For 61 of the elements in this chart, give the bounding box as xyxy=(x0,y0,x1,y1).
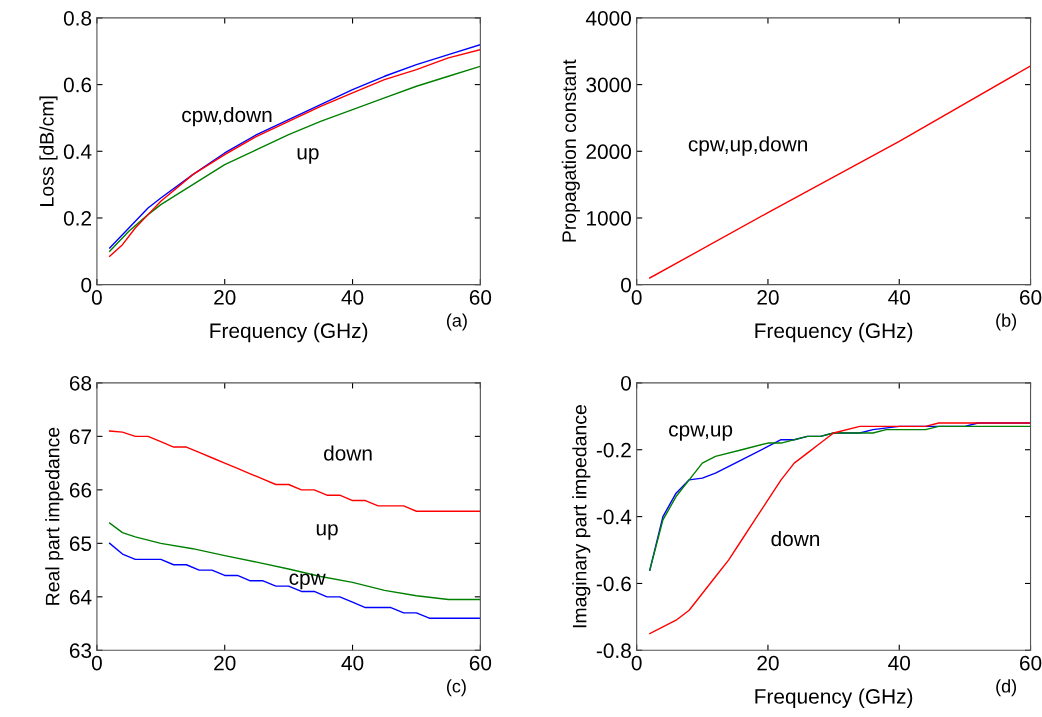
y-tick-label: 0 xyxy=(621,375,631,391)
x-tick-label: 20 xyxy=(757,655,779,671)
y-axis-title: Loss [dB/cm] xyxy=(39,96,58,206)
y-tick-label: 2000 xyxy=(586,144,631,160)
x-tick-label: 20 xyxy=(214,290,236,305)
y-axis-title: Imaginary part impedance xyxy=(572,405,591,628)
x-tick-label: 60 xyxy=(1020,655,1042,671)
x-tick-label: 0 xyxy=(631,290,642,305)
x-tick-label: 60 xyxy=(469,655,492,671)
y-tick-label: 0.6 xyxy=(63,77,92,93)
y-tick-label: 63 xyxy=(69,643,92,659)
x-tick-label: 0 xyxy=(91,290,102,305)
line-series xyxy=(649,422,1031,635)
line-series xyxy=(108,542,481,619)
x-tick-label: 60 xyxy=(469,290,492,305)
y-tick-label: 68 xyxy=(69,375,92,391)
y-axis-title: Propagation constant xyxy=(561,59,580,242)
y-axis-title: Real part impedance xyxy=(45,427,64,605)
annotation: cpw xyxy=(289,573,326,590)
annotation: up xyxy=(316,524,338,540)
y-tick-label: -0.8 xyxy=(596,643,631,659)
annotation: cpw,down xyxy=(182,106,272,127)
annotation: up xyxy=(297,148,319,164)
y-tick-label: 1000 xyxy=(587,210,631,226)
x-tick-label: 20 xyxy=(214,655,236,671)
annotation: down xyxy=(771,530,820,547)
y-tick-label: 3000 xyxy=(586,77,631,93)
y-tick-label: 67 xyxy=(69,429,91,445)
text: (a) xyxy=(446,313,467,331)
text: (d) xyxy=(996,679,1017,697)
y-tick-label: 64 xyxy=(69,589,92,605)
x-axis-title: Frequency (GHz) xyxy=(210,322,368,343)
annotation: cpw,up xyxy=(669,425,733,441)
line-series xyxy=(649,65,1031,279)
y-tick-label: 0 xyxy=(621,277,631,293)
x-tick-label: 40 xyxy=(888,290,911,305)
x-tick-label: 40 xyxy=(888,655,911,671)
x-tick-label: 20 xyxy=(757,290,779,305)
x-tick-label: 0 xyxy=(91,655,102,671)
line-series xyxy=(108,522,481,601)
line-series xyxy=(108,430,481,512)
y-tick-label: 65 xyxy=(69,536,92,552)
y-tick-label: 4000 xyxy=(585,10,631,26)
x-axis-title: Frequency (GHz) xyxy=(755,688,913,708)
annotation: cpw,up,down xyxy=(688,136,807,156)
y-tick-label: 0.8 xyxy=(63,10,92,26)
x-tick-label: 60 xyxy=(1020,290,1042,305)
text: (c) xyxy=(446,679,466,697)
y-tick-label: 0 xyxy=(81,277,92,293)
x-axis-title: Frequency (GHz) xyxy=(755,322,913,343)
y-tick-label: 0.2 xyxy=(63,210,91,226)
y-tick-label: -0.6 xyxy=(596,576,631,592)
x-tick-label: 40 xyxy=(341,655,364,671)
x-tick-label: 0 xyxy=(631,655,642,671)
y-tick-label: -0.4 xyxy=(596,509,632,525)
annotation: down xyxy=(324,445,372,461)
x-tick-label: 40 xyxy=(341,290,364,305)
y-tick-label: -0.2 xyxy=(596,442,631,458)
y-tick-label: 0.4 xyxy=(63,144,92,160)
text: (b) xyxy=(996,313,1017,331)
y-tick-label: 66 xyxy=(69,482,92,498)
